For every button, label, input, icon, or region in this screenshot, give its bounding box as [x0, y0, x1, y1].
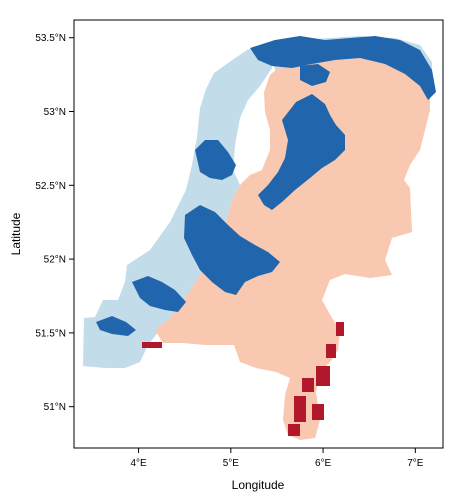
- x-tick-label: 5°E: [223, 458, 240, 469]
- ijsselmeer: [258, 94, 345, 210]
- x-tick-label: 4°E: [130, 458, 147, 469]
- y-axis: 51°N 51.5°N 52°N 52.5°N 53°N 53.5°N: [35, 33, 74, 413]
- y-tick-label: 53.5°N: [35, 33, 66, 44]
- frisian-lakes: [300, 64, 330, 86]
- x-axis-title: Longitude: [232, 478, 285, 492]
- y-tick-label: 52.5°N: [35, 181, 66, 192]
- wadden-coast-dark: [250, 36, 436, 100]
- y-tick-label: 52°N: [44, 255, 66, 266]
- plot-frame: [73, 19, 444, 449]
- north-holland-lakes: [195, 140, 236, 180]
- y-tick-label: 51°N: [44, 402, 66, 413]
- y-axis-title: Latitude: [9, 212, 23, 255]
- y-tick-label: 51.5°N: [35, 328, 66, 339]
- x-axis: 4°E 5°E 6°E 7°E: [130, 448, 424, 469]
- y-tick-label: 53°N: [44, 107, 66, 118]
- x-tick-label: 6°E: [315, 458, 332, 469]
- scheldt-water: [96, 316, 136, 336]
- coastal-region-light: [83, 44, 272, 368]
- land-region: [155, 52, 430, 440]
- x-tick-label: 7°E: [407, 458, 424, 469]
- randstad-water: [184, 205, 280, 295]
- limburg-red-cells: [142, 322, 344, 436]
- map-layer: [83, 36, 436, 440]
- delta-water: [132, 276, 186, 312]
